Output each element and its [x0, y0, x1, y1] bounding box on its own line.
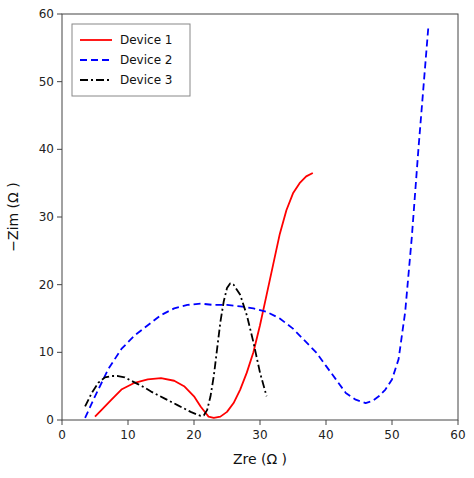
y-tick-label: 10 — [39, 345, 54, 359]
x-tick — [326, 420, 327, 425]
x-tick-label: 30 — [252, 428, 267, 442]
plot-area — [85, 28, 428, 418]
x-tick-label: 10 — [120, 428, 135, 442]
y-tick-label: 60 — [39, 7, 54, 21]
legend-label: Device 1 — [120, 33, 173, 47]
x-tick-label: 50 — [384, 428, 399, 442]
legend-label: Device 2 — [120, 53, 173, 67]
x-tick-label: 60 — [450, 428, 465, 442]
y-tick-label: 0 — [46, 413, 54, 427]
y-tick — [57, 14, 62, 15]
x-tick — [194, 420, 195, 425]
x-tick — [392, 420, 393, 425]
y-tick-label: 40 — [39, 142, 54, 156]
x-tick — [128, 420, 129, 425]
y-tick-label: 50 — [39, 75, 54, 89]
y-tick — [57, 149, 62, 150]
series-line — [85, 28, 428, 418]
plot-frame — [62, 14, 458, 420]
x-tick — [458, 420, 459, 425]
legend-box — [72, 24, 190, 96]
y-tick-label: 20 — [39, 278, 54, 292]
series-line — [85, 283, 267, 416]
x-tick-label: 40 — [318, 428, 333, 442]
series-line — [95, 173, 313, 418]
chart: 0 10 20 30 40 50 60 0 10 20 30 40 50 60 Zre (Ω ) −Zim (… — [0, 0, 474, 478]
x-tick — [62, 420, 63, 425]
y-tick — [57, 352, 62, 353]
legend-swatch — [80, 59, 112, 61]
x-tick — [260, 420, 261, 425]
y-tick — [57, 420, 62, 421]
y-tick — [57, 217, 62, 218]
x-tick-label: 20 — [186, 428, 201, 442]
x-axis-label: Zre (Ω ) — [233, 451, 287, 467]
y-axis-label: −Zim (Ω ) — [5, 182, 21, 251]
y-tick-label: 30 — [39, 210, 54, 224]
x-tick-label: 0 — [58, 428, 66, 442]
y-tick — [57, 81, 62, 82]
legend-swatch — [80, 79, 112, 81]
legend: Device 1 Device 2 Device 3 — [72, 24, 190, 96]
y-tick — [57, 284, 62, 285]
legend-label: Device 3 — [120, 73, 173, 87]
legend-swatch — [80, 39, 112, 41]
